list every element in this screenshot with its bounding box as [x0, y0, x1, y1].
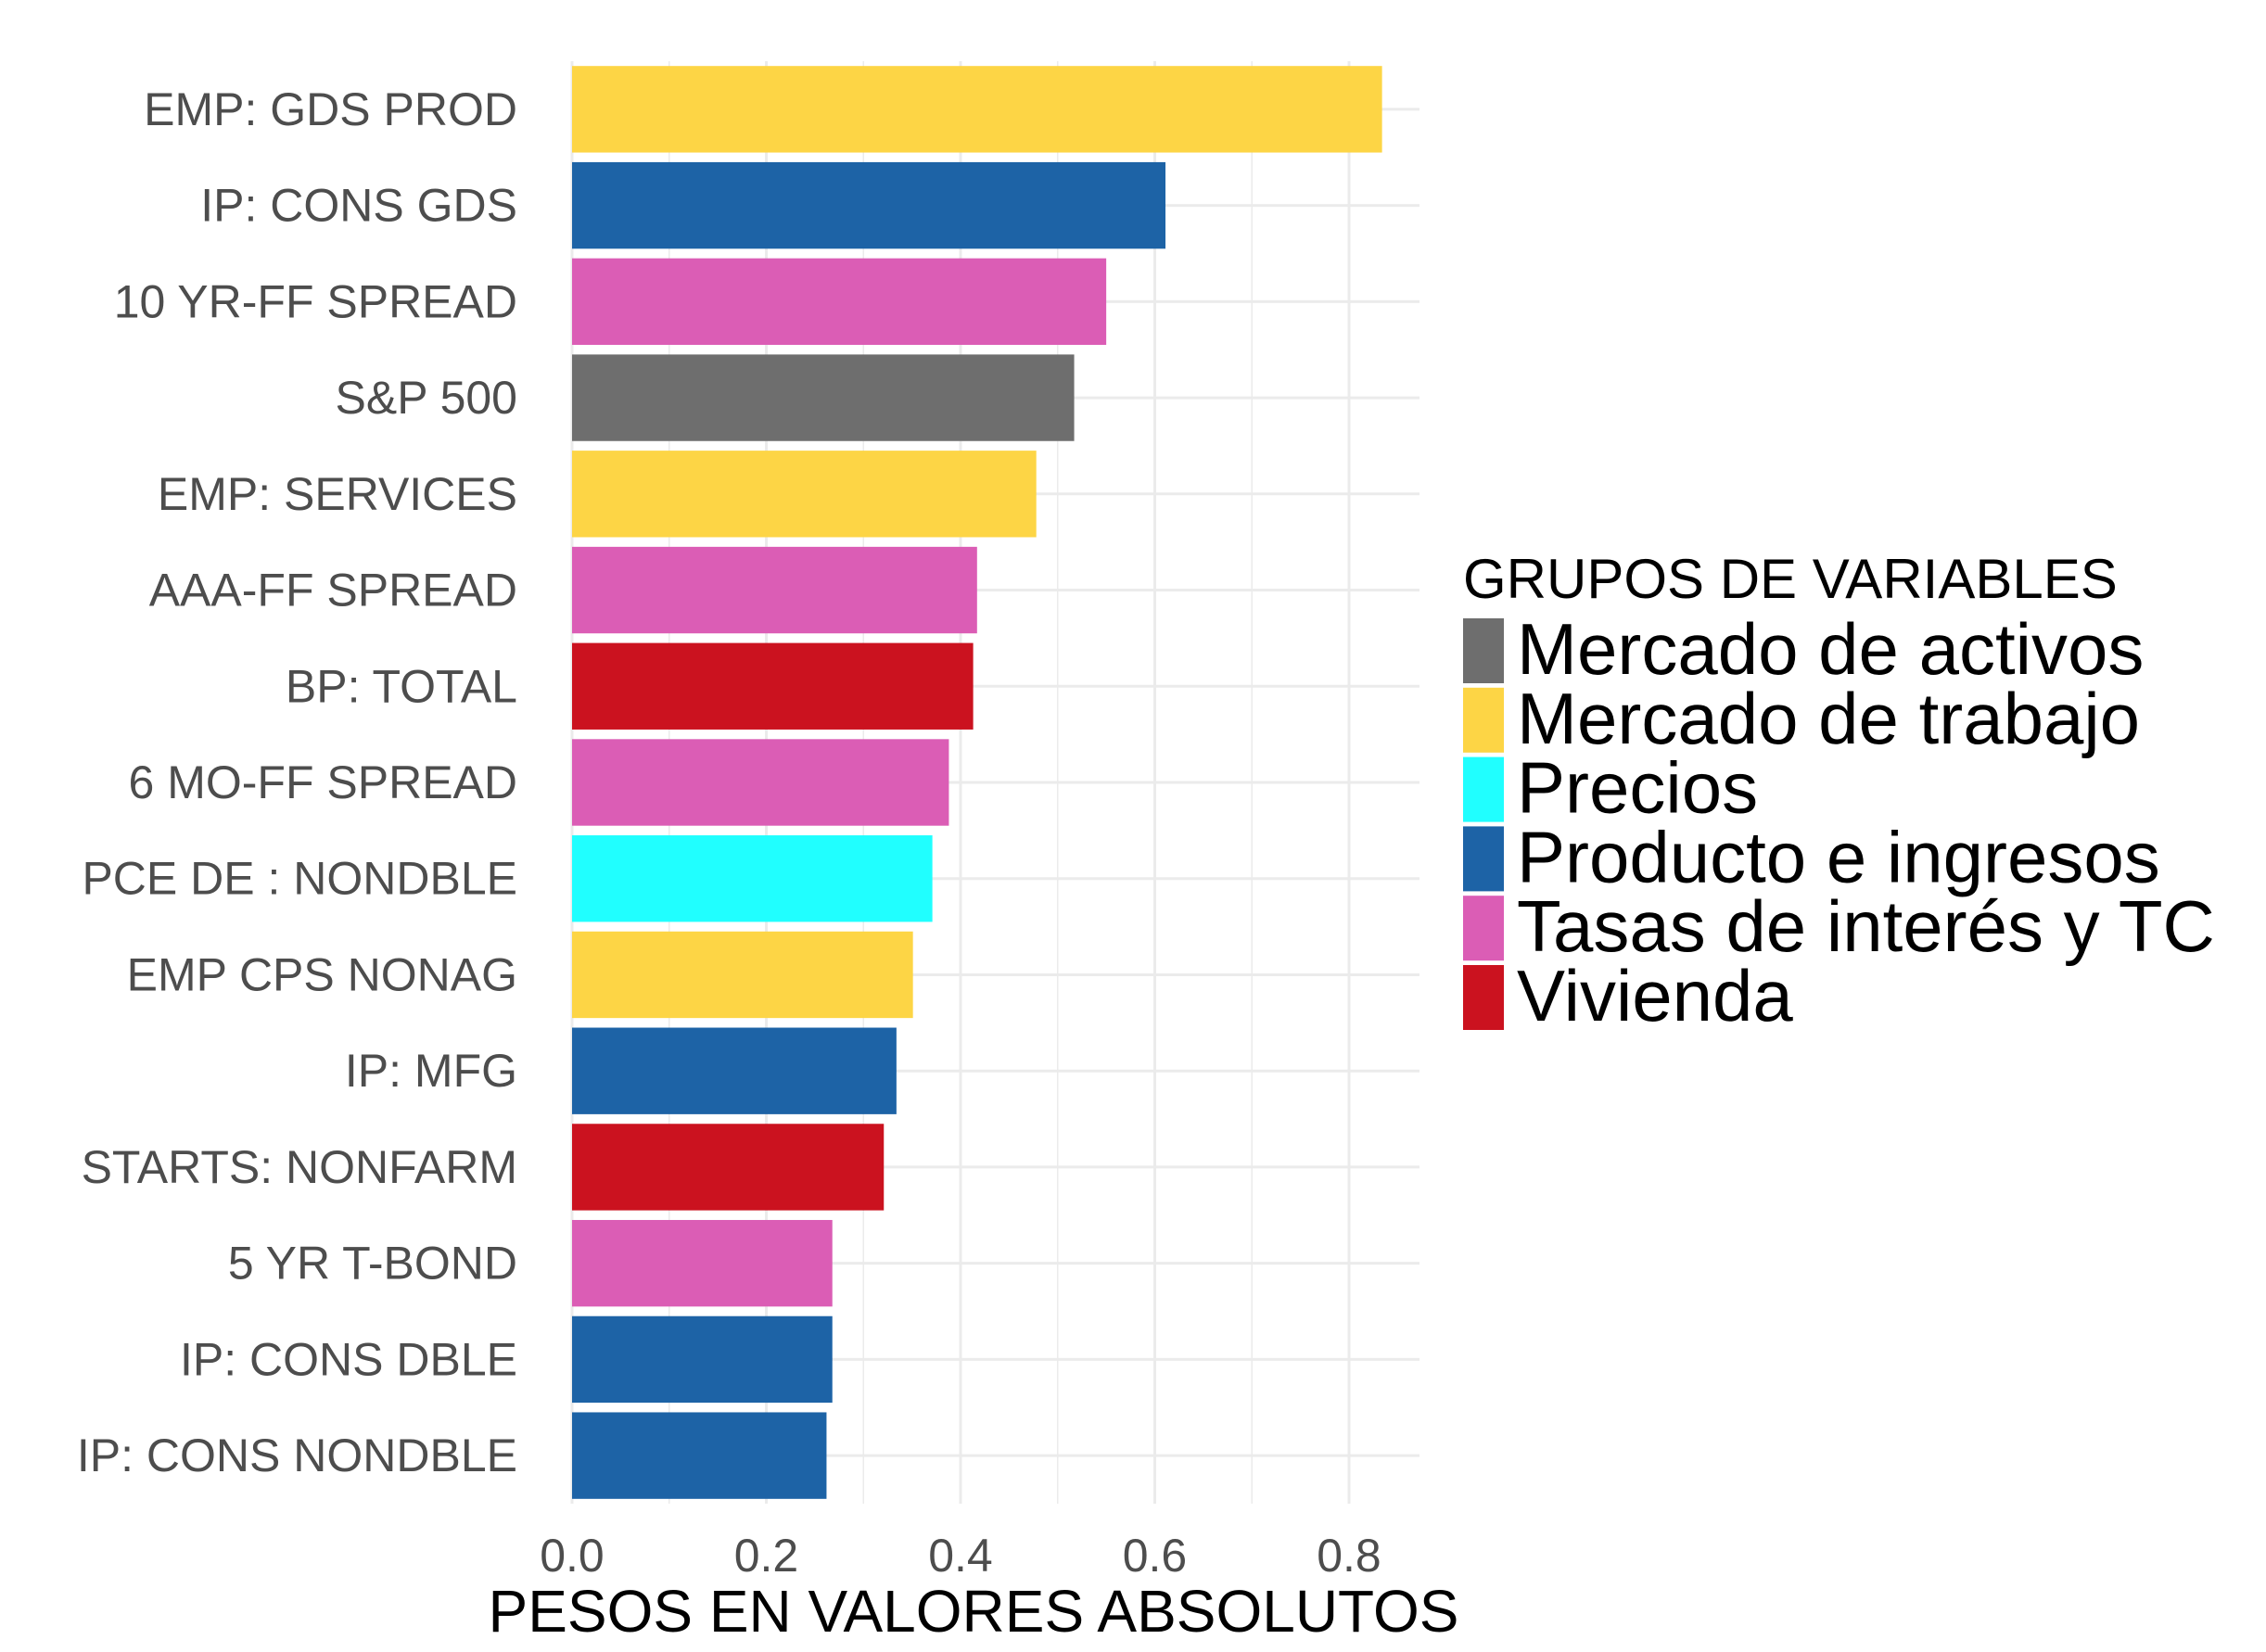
- y-tick-label: IP: CONS GDS: [200, 180, 517, 232]
- legend-label: Precios: [1517, 747, 1758, 829]
- y-tick-label: AAA-FF SPREAD: [149, 565, 517, 616]
- bar: [572, 161, 1166, 249]
- bar: [572, 1315, 833, 1404]
- y-axis-tick-labels: EMP: GDS PROD IP: CONS GDS 10 YR-FF SPREAD…: [77, 83, 517, 1481]
- x-tick-label: 0.6: [1123, 1530, 1188, 1582]
- legend-label: Tasas de interés y TC: [1517, 885, 2215, 967]
- y-tick-label: 10 YR-FF SPREAD: [114, 275, 517, 327]
- legend-key: [1463, 687, 1504, 753]
- bar: [572, 1027, 897, 1114]
- bar: [572, 835, 933, 922]
- legend-key: [1463, 965, 1504, 1030]
- bar: [572, 739, 949, 826]
- legend: GRUPOS DE VARIABLES Mercado de activosMe…: [1463, 548, 2215, 1036]
- y-tick-label: EMP CPS NONAG: [127, 948, 517, 1000]
- legend-label: Vivienda: [1517, 955, 1793, 1036]
- x-axis-title: PESOS EN VALORES ABSOLUTOS: [489, 1578, 1459, 1645]
- x-tick-label: 0.0: [540, 1530, 605, 1582]
- y-tick-label: IP: CONS NONDBLE: [77, 1430, 517, 1481]
- legend-label: Producto e ingresos: [1517, 816, 2160, 897]
- bar: [572, 354, 1075, 441]
- x-tick-label: 0.4: [928, 1530, 993, 1582]
- y-tick-label: EMP: GDS PROD: [144, 83, 517, 135]
- y-tick-label: EMP: SERVICES: [158, 468, 517, 520]
- legend-label: Mercado de trabajo: [1517, 678, 2140, 759]
- legend-title: GRUPOS DE VARIABLES: [1463, 548, 2118, 610]
- bar: [572, 451, 1037, 538]
- y-tick-label: 5 YR T-BOND: [228, 1238, 517, 1290]
- legend-key: [1463, 618, 1504, 683]
- bar: [572, 642, 974, 730]
- bar: [572, 1219, 833, 1307]
- y-tick-label: BP: TOTAL: [286, 660, 517, 712]
- x-axis-tick-labels: 0.0 0.2 0.4 0.6 0.8: [540, 1530, 1381, 1582]
- y-tick-label: IP: CONS DBLE: [180, 1333, 517, 1385]
- bar: [572, 931, 913, 1019]
- bars: [572, 66, 1382, 1499]
- y-tick-label: 6 MO-FF SPREAD: [129, 756, 517, 808]
- legend-key: [1463, 826, 1504, 892]
- legend-key: [1463, 756, 1504, 822]
- y-tick-label: PCE DE : NONDBLE: [82, 853, 517, 905]
- x-tick-label: 0.8: [1317, 1530, 1381, 1582]
- bar: [572, 66, 1382, 153]
- y-tick-label: IP: MFG: [345, 1045, 517, 1097]
- legend-label: Mercado de activos: [1517, 608, 2144, 690]
- bar: [572, 258, 1107, 346]
- y-tick-label: S&P 500: [336, 372, 517, 424]
- bar: [572, 546, 977, 634]
- y-tick-label: STARTS: NONFARM: [82, 1141, 517, 1193]
- bar: [572, 1124, 885, 1211]
- legend-key: [1463, 896, 1504, 961]
- x-tick-label: 0.2: [734, 1530, 799, 1582]
- bar: [572, 1412, 827, 1499]
